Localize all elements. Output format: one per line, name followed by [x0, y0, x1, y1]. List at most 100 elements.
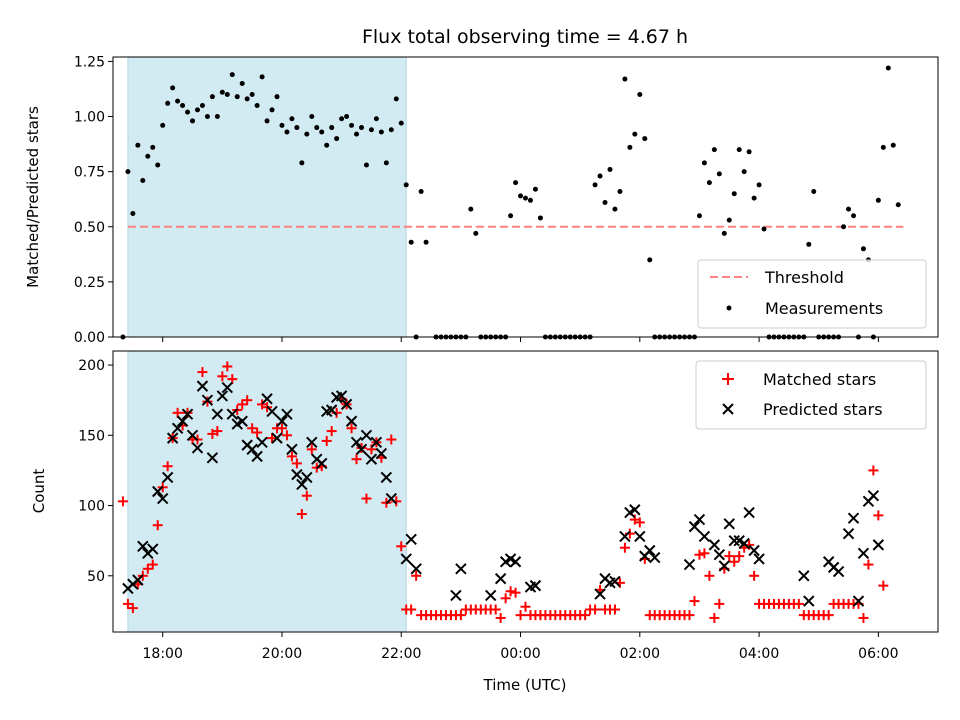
matched-stars-point — [500, 593, 511, 604]
measurements-point — [199, 103, 205, 109]
legend-threshold-label: Threshold — [764, 268, 844, 287]
measurements-point — [294, 125, 300, 131]
matched-stars-point — [734, 551, 745, 562]
predicted-stars-point — [206, 452, 219, 464]
matched-stars-point — [724, 551, 735, 562]
measurements-point — [160, 122, 166, 128]
measurements-point — [214, 114, 220, 120]
measurements-point — [314, 125, 320, 131]
legend-matched-label: Matched stars — [763, 370, 876, 389]
measurements-point — [274, 94, 280, 100]
predicted-stars-point — [221, 381, 234, 394]
matched-stars-point — [858, 612, 869, 623]
y-tick-label: 150 — [78, 428, 105, 444]
matched-stars-point — [749, 570, 760, 581]
x-tick-label: 00:00 — [500, 646, 540, 662]
predicted-stars-point — [176, 415, 189, 427]
matched-stars-point — [863, 559, 874, 570]
predicted-stars-point — [385, 492, 398, 505]
predicted-stars-point — [271, 432, 283, 444]
measurements-point — [513, 180, 519, 186]
measurements-point — [373, 116, 379, 122]
matched-stars-point — [490, 604, 501, 615]
measurements-point — [125, 169, 131, 175]
predicted-stars-point — [380, 471, 393, 484]
predicted-stars-point — [335, 390, 348, 402]
predicted-stars-point — [634, 530, 646, 543]
matched-stars-point — [505, 586, 516, 597]
measurements-point — [726, 217, 732, 223]
predicted-stars-point — [171, 422, 184, 434]
measurements-point — [368, 127, 374, 133]
matched-stars-point — [252, 427, 263, 438]
matched-stars-point — [689, 596, 700, 607]
predicted-stars-point — [370, 436, 383, 449]
predicted-stars-point — [186, 429, 199, 442]
legend-measurements-label: Measurements — [765, 299, 883, 318]
measurements-point — [398, 120, 404, 126]
matched-stars-point — [634, 517, 645, 528]
y-tick-label: 1.00 — [74, 110, 105, 126]
measurements-point — [349, 122, 355, 128]
predicted-stars-point — [872, 539, 885, 551]
measurements-point — [234, 94, 240, 100]
measurements-point — [532, 186, 538, 192]
matched-stars-point — [227, 374, 238, 385]
predicted-stars-point — [286, 443, 298, 456]
measurements-point — [468, 206, 474, 212]
predicted-stars-point — [266, 405, 278, 418]
measurements-point — [860, 246, 866, 252]
measurements-point — [811, 188, 817, 194]
measurements-point — [647, 257, 653, 263]
measurements-point — [284, 129, 290, 135]
measurements-point — [388, 127, 394, 133]
measurements-point — [304, 131, 310, 137]
matched-stars-point — [495, 612, 506, 623]
measurements-point — [508, 213, 514, 219]
measurements-point — [602, 200, 608, 206]
predicted-stars-point — [261, 393, 273, 405]
matched-stars-point — [267, 433, 278, 444]
matched-stars-point — [823, 610, 834, 621]
predicted-stars-point — [594, 588, 606, 600]
legend-predicted-label: Predicted stars — [763, 400, 883, 419]
matched-stars-point — [286, 451, 297, 462]
measurements-point — [423, 239, 429, 245]
y-tick-label: 50 — [87, 569, 105, 585]
predicted-stars-point — [132, 574, 144, 586]
predicted-stars-point — [529, 579, 542, 592]
predicted-stars-point — [842, 527, 855, 540]
predicted-stars-point — [629, 504, 641, 516]
matched-stars-point — [619, 542, 630, 553]
matched-stars-point — [197, 367, 208, 378]
predicted-stars-point — [340, 398, 353, 411]
matched-stars-point — [172, 407, 183, 418]
matched-stars-point — [351, 454, 362, 465]
measurements-point — [696, 213, 702, 219]
measurements-point — [756, 182, 762, 188]
predicted-stars-point — [852, 595, 865, 607]
measurements-point — [219, 89, 225, 95]
matched-stars-point — [793, 598, 804, 609]
predicted-stars-point — [485, 589, 497, 602]
measurements-point — [259, 74, 265, 80]
ratio-plot-frame — [112, 56, 939, 338]
observing-window-span — [127, 56, 407, 338]
measurements-point — [254, 103, 260, 109]
predicted-stars-point — [494, 572, 507, 585]
measurements-point — [741, 169, 747, 175]
x-tick-label: 18:00 — [143, 646, 183, 662]
predicted-stars-point — [867, 490, 880, 502]
measurements-point — [140, 177, 146, 183]
count-ylabel: Count — [30, 469, 48, 514]
matched-stars-point — [117, 496, 128, 507]
y-tick-label: 0.00 — [74, 330, 105, 346]
predicted-stars-point — [753, 553, 765, 565]
measurements-point — [841, 224, 847, 230]
predicted-stars-point — [713, 549, 726, 561]
measurements-point — [329, 125, 335, 131]
ratio-legend: Threshold Measurements — [697, 259, 927, 329]
count-plot-frame — [112, 350, 939, 633]
predicted-stars-point — [509, 556, 522, 568]
predicted-stars-point — [649, 551, 661, 564]
